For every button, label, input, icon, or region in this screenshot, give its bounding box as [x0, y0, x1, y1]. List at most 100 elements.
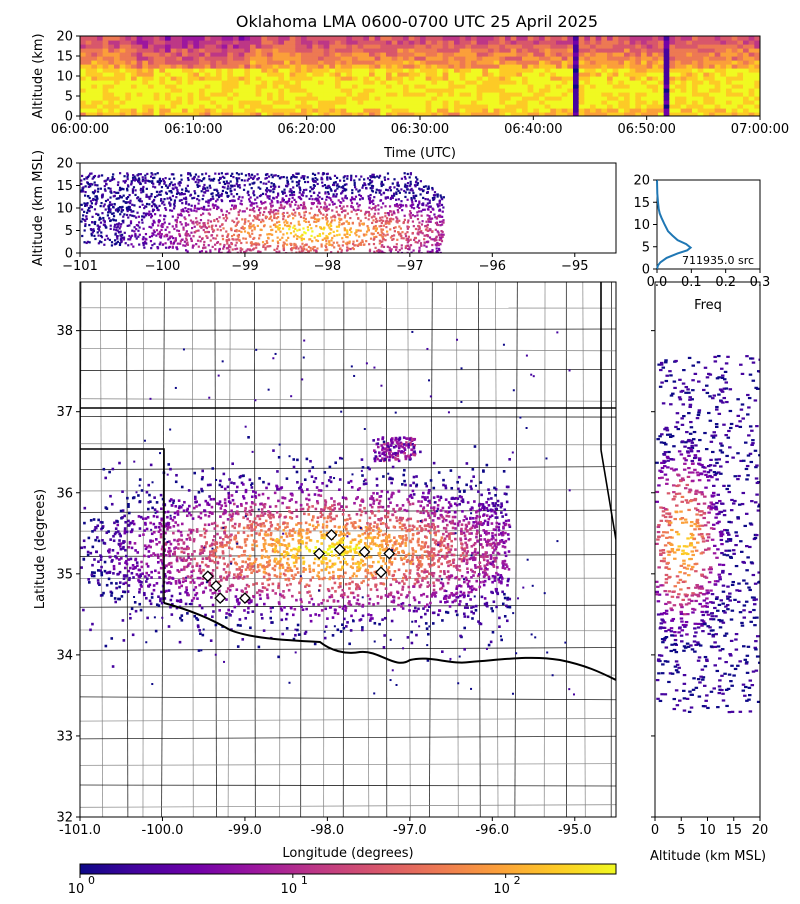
lon-alt-source — [266, 177, 268, 179]
time-height-cell — [125, 104, 131, 109]
lon-alt-source — [100, 222, 102, 224]
lon-alt-source — [375, 221, 377, 223]
time-height-cell — [137, 84, 143, 89]
time-height-cell — [199, 88, 205, 93]
lon-alt-source — [92, 228, 94, 230]
time-height-cell — [715, 52, 721, 57]
lon-alt-source — [396, 239, 398, 241]
time-height-cell — [448, 104, 454, 109]
time-height-cell — [533, 68, 539, 73]
lon-alt-source — [320, 212, 322, 214]
time-height-cell — [250, 36, 256, 41]
lon-alt-source — [199, 179, 201, 181]
lon-alt-source — [404, 172, 406, 174]
lon-alt-source — [205, 173, 207, 175]
time-height-cell — [165, 68, 171, 73]
time-height-cell — [335, 36, 341, 41]
lon-alt-source — [97, 231, 99, 233]
time-height-cell — [743, 56, 749, 61]
time-height-density — [80, 36, 761, 117]
time-height-cell — [596, 36, 602, 41]
lon-alt-source — [81, 189, 83, 191]
time-height-cell — [652, 60, 658, 65]
lon-alt-source — [315, 221, 317, 223]
time-height-cell — [545, 36, 551, 41]
lon-alt-source — [326, 243, 328, 245]
lon-alt-source — [186, 242, 188, 244]
time-height-cell — [148, 76, 154, 81]
time-height-cell — [346, 48, 352, 53]
lon-alt-source — [313, 184, 315, 186]
time-height-cell — [516, 52, 522, 57]
time-height-cell — [726, 104, 732, 109]
time-height-cell — [460, 44, 466, 49]
time-height-cell — [465, 92, 471, 97]
time-height-cell — [369, 88, 375, 93]
time-height-cell — [148, 40, 154, 45]
time-height-cell — [256, 60, 262, 65]
time-height-cell — [737, 96, 743, 101]
time-height-cell — [511, 76, 517, 81]
time-height-cell — [307, 44, 313, 49]
time-height-cell — [726, 96, 732, 101]
time-height-cell — [573, 80, 579, 85]
time-height-cell — [533, 92, 539, 97]
time-height-cell — [171, 64, 177, 69]
time-height-cell — [618, 84, 624, 89]
time-height-cell — [403, 108, 409, 113]
time-height-cell — [579, 60, 585, 65]
time-height-cell — [91, 84, 97, 89]
lon-alt-source — [197, 176, 199, 178]
lon-alt-source — [287, 181, 289, 183]
time-height-cell — [465, 88, 471, 93]
lon-alt-source — [346, 229, 348, 231]
time-height-cell — [352, 52, 358, 57]
time-height-cell — [341, 64, 347, 69]
lon-alt-source — [286, 201, 288, 203]
time-height-cell — [267, 68, 273, 73]
time-height-cell — [324, 44, 330, 49]
lon-alt-source — [339, 205, 341, 207]
time-height-cell — [312, 108, 318, 113]
lon-alt-source — [206, 227, 208, 229]
time-height-cell — [273, 104, 279, 109]
lon-alt-source — [92, 199, 94, 201]
lon-alt-source — [225, 219, 227, 221]
lon-alt-source — [118, 209, 120, 211]
time-height-cell — [590, 96, 596, 101]
lon-alt-source — [400, 235, 402, 237]
lon-alt-source — [401, 231, 403, 233]
lon-alt-source — [175, 196, 177, 198]
time-height-cell — [726, 92, 732, 97]
lon-alt-source — [209, 208, 211, 210]
time-height-cell — [635, 56, 641, 61]
time-height-cell — [465, 104, 471, 109]
lon-alt-source — [370, 200, 372, 202]
lon-alt-source — [284, 224, 286, 226]
lon-alt-source — [387, 212, 389, 214]
time-height-cell — [352, 68, 358, 73]
time-height-cell — [120, 96, 126, 101]
lon-alt-source — [299, 189, 301, 191]
lon-alt-source — [303, 238, 305, 240]
time-height-cell — [635, 80, 641, 85]
lon-alt-source — [292, 227, 294, 229]
time-height-cell — [658, 84, 664, 89]
time-height-cell — [335, 80, 341, 85]
lon-alt-source — [188, 214, 190, 216]
time-height-cell — [686, 88, 692, 93]
time-height-cell — [295, 36, 301, 41]
time-height-cell — [550, 100, 556, 105]
time-height-cell — [239, 72, 245, 77]
time-height-cell — [590, 92, 596, 97]
time-height-cell — [380, 96, 386, 101]
time-height-cell — [409, 68, 415, 73]
lon-alt-source — [350, 199, 352, 201]
lon-alt-source — [336, 211, 338, 213]
lon-alt-source — [339, 180, 341, 182]
time-height-cell — [567, 88, 573, 93]
lon-alt-source — [427, 235, 429, 237]
time-height-cell — [607, 64, 613, 69]
lon-alt-source — [142, 176, 144, 178]
lon-alt-source — [346, 175, 348, 177]
